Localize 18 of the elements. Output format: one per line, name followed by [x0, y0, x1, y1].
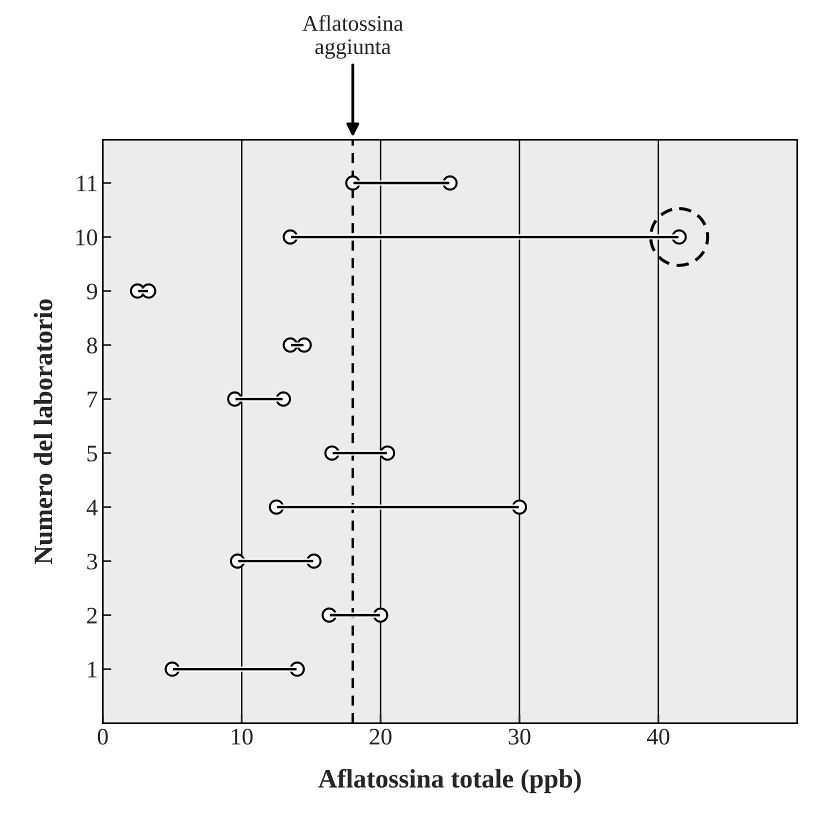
- x-tick-label: 10: [232, 728, 253, 745]
- y-tick-label: 9: [86, 284, 97, 300]
- y-tick-label: 10: [76, 230, 98, 246]
- x-tick-label: 20: [370, 728, 392, 745]
- y-tick-label: 7: [88, 392, 98, 408]
- y-tick-label: 2: [87, 608, 97, 624]
- x-tick-label: 40: [647, 728, 670, 745]
- y-tick-label: 8: [87, 338, 98, 354]
- y-tick-label: 3: [87, 554, 98, 570]
- ref-line-label: Aflatossina aggiunta: [302, 15, 404, 59]
- x-tick-label: 30: [508, 728, 530, 745]
- y-tick-label: 1: [88, 662, 97, 678]
- y-tick-label: 4: [86, 500, 98, 516]
- x-tick-label: 0: [98, 728, 108, 745]
- y-axis-title: Numero del laboratorio: [34, 299, 52, 564]
- y-tick-label: 11: [77, 176, 97, 192]
- y-tick-label: 5: [88, 446, 98, 462]
- x-axis-title: Aflatossina totale (ppb): [318, 768, 581, 794]
